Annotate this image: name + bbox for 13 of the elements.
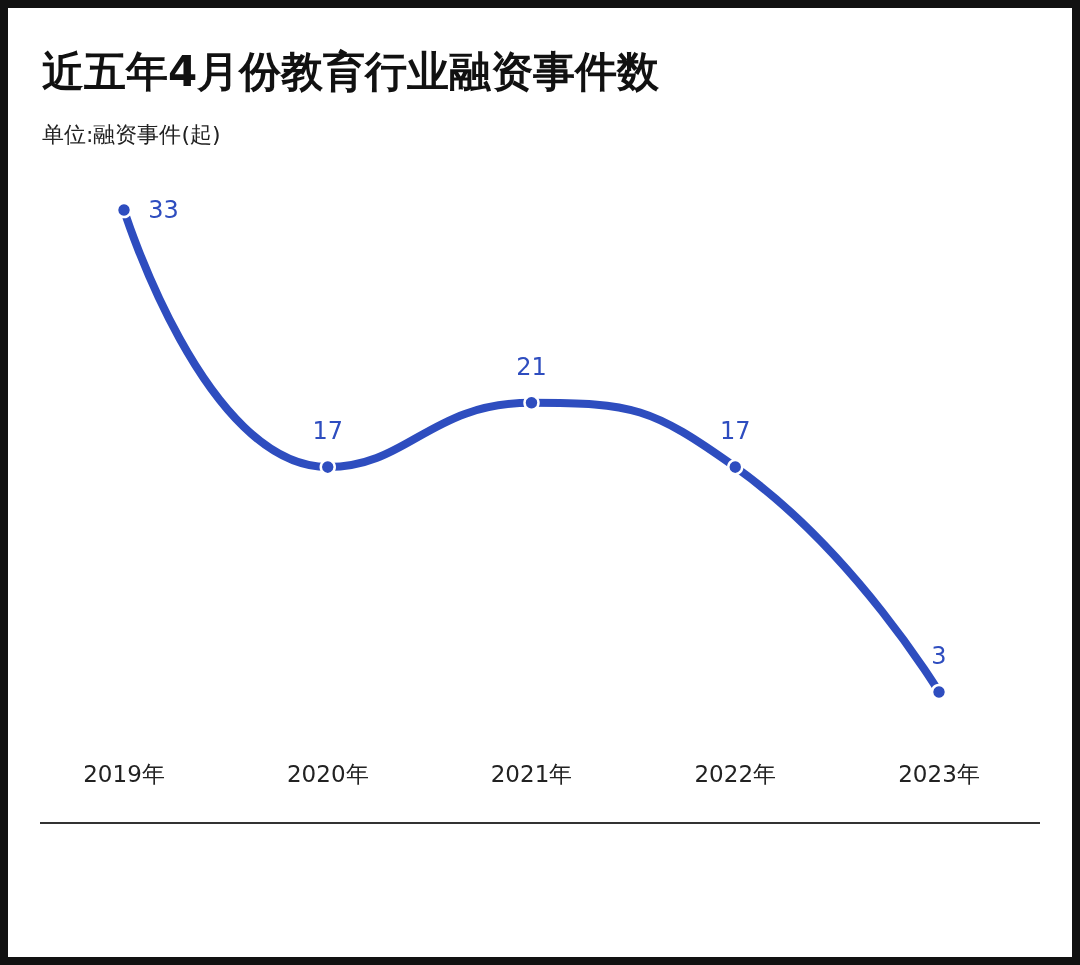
data-label: 17: [719, 416, 751, 445]
x-tick-label: 2020年: [286, 760, 369, 787]
x-tick-label: 2021年: [490, 760, 573, 787]
chart-subtitle: 单位:融资事件(起): [42, 121, 221, 149]
x-tick-label: 2019年: [83, 760, 165, 787]
point: [727, 458, 744, 476]
chart-title: 近五年4月份教育行业融资事件数: [42, 46, 660, 98]
data-label: 17: [312, 416, 344, 445]
data-label: 3: [931, 641, 947, 670]
data-label: 33: [148, 196, 179, 224]
x-tick-label: 2023年: [898, 760, 980, 787]
x-tick-label: 2022年: [694, 760, 777, 787]
data-label: 21: [516, 352, 547, 381]
